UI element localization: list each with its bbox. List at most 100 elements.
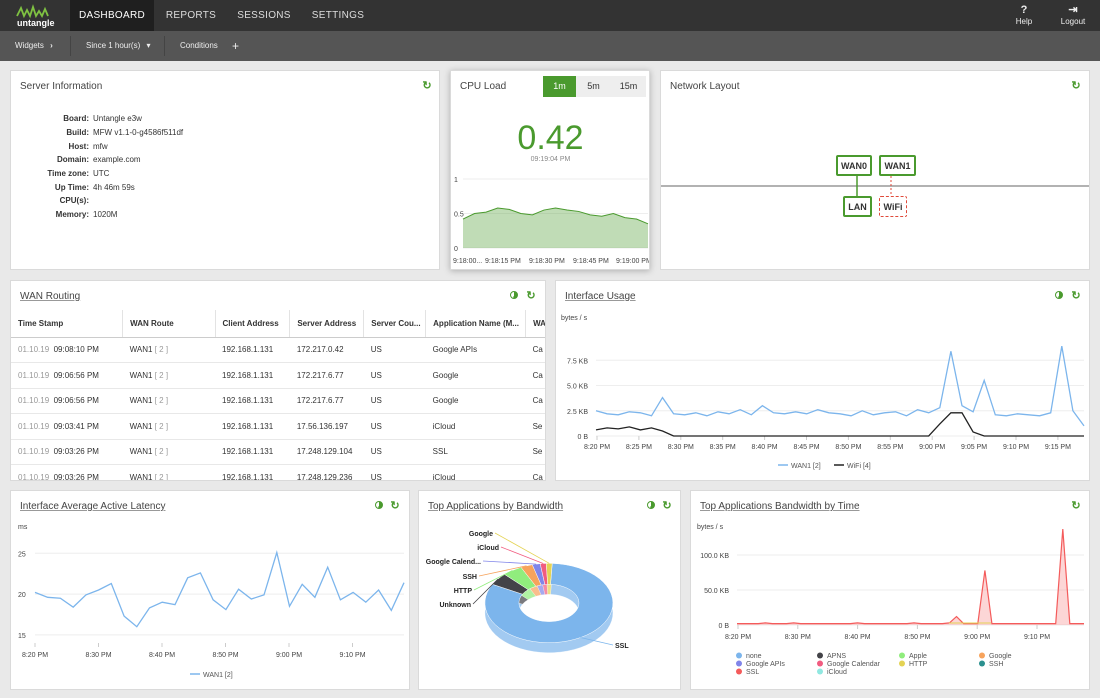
chart-type-icon[interactable] [510, 291, 518, 299]
y-tick-label: 0 [454, 246, 458, 253]
table-row[interactable]: 01.10.19 09:03:26 PM WAN1 [ 2 ] 192.168.1.… [11, 464, 545, 481]
cell-server: 17.56.136.197 [289, 413, 364, 440]
refresh-icon[interactable]: ↻ [390, 500, 400, 512]
node-wan0[interactable]: WAN0 [836, 155, 872, 176]
legend-label: WAN1 [2] [203, 672, 233, 679]
refresh-icon[interactable]: ↻ [1071, 290, 1081, 302]
column-header[interactable]: WA [525, 310, 545, 338]
help-icon: ? [1020, 4, 1028, 16]
table-row[interactable]: 01.10.19 09:03:41 PM WAN1 [ 2 ] 192.168.1.… [11, 413, 545, 440]
untangle-logo-icon[interactable] [15, 4, 55, 28]
pie-label: Unknown [440, 602, 472, 609]
widgets-label: Widgets [15, 41, 44, 50]
pie-label: Google Calend... [426, 559, 481, 566]
table-row[interactable]: 01.10.19 09:06:56 PM WAN1 [ 2 ] 192.168.1.… [11, 362, 545, 389]
chart-type-icon[interactable] [647, 501, 655, 509]
widget-title[interactable]: Top Applications by Bandwidth [428, 501, 564, 512]
widgets-button[interactable]: Widgets › [15, 31, 53, 61]
refresh-icon[interactable]: ↻ [526, 290, 536, 302]
table-row[interactable]: 01.10.19 09:06:56 PM WAN1 [ 2 ] 192.168.1.… [11, 388, 545, 414]
column-header[interactable]: Server Address [289, 310, 365, 338]
help-button[interactable]: ? Help [1004, 4, 1044, 26]
y-tick-label: 0.5 [454, 212, 464, 219]
column-header[interactable]: Time Stamp [11, 310, 124, 338]
tab-5m[interactable]: 5m [587, 81, 600, 91]
table-row[interactable]: 01.10.19 09:08:10 PM WAN1 [ 2 ] 192.168.1.… [11, 337, 545, 363]
nav-dashboard[interactable]: DASHBOARD [70, 0, 154, 31]
y-tick-label: 2.5 KB [567, 409, 588, 416]
ssl-line [737, 529, 1084, 625]
column-header[interactable]: Client Address [215, 310, 291, 338]
info-row-host: Host: mfw [11, 142, 311, 156]
node-lan[interactable]: LAN [843, 196, 872, 217]
cell-timestamp: 01.10.19 09:03:26 PM [11, 464, 123, 480]
cell-time: 09:03:41 PM [53, 421, 99, 431]
x-tick-label: 9:10 PM [1024, 634, 1050, 641]
cell-route-id: [ 2 ] [154, 472, 169, 481]
top-apps-time-widget: Top Applications Bandwidth by Time ↻ byt… [690, 490, 1090, 690]
column-header[interactable]: WAN Route [122, 310, 216, 338]
column-header[interactable]: Application Name (M... [425, 310, 527, 338]
cell-client: 192.168.1.131 [215, 388, 290, 414]
time-range-select[interactable]: Since 1 hour(s) ▾ [86, 31, 151, 61]
cell-app: iCloud [425, 464, 526, 480]
legend-swatch [817, 668, 823, 675]
cell-route-name: WAN1 [129, 421, 153, 431]
legend-label: none [746, 653, 762, 660]
node-wifi[interactable]: WiFi [879, 196, 907, 217]
help-label: Help [1015, 17, 1033, 26]
cpu-load-value: 0.42 [517, 119, 584, 157]
legend-swatch [736, 652, 742, 659]
x-tick-label: 8:30 PM [85, 652, 111, 659]
info-row-uptime: Up Time: 4h 46m 59s [11, 183, 311, 197]
x-tick-label: 8:20 PM [22, 652, 48, 659]
column-header[interactable]: Server Cou... [363, 310, 427, 338]
y-tick-label: 15 [18, 633, 26, 640]
widget-title[interactable]: Interface Usage [565, 291, 636, 302]
legend-label: Google APIs [746, 661, 785, 668]
refresh-icon[interactable]: ↻ [1071, 500, 1081, 512]
nav-settings[interactable]: SETTINGS [311, 10, 365, 21]
chart-type-icon[interactable] [375, 501, 383, 509]
refresh-icon[interactable]: ↻ [422, 80, 432, 92]
x-tick-label: 9:05 PM [961, 444, 987, 451]
cell-date: 01.10.19 [18, 396, 50, 406]
x-tick-label: 8:20 PM [725, 634, 751, 641]
info-value: MFW v1.1-0-g4586f511df [93, 128, 184, 137]
cell-app: iCloud [425, 413, 526, 440]
add-condition-button[interactable]: + [232, 31, 239, 61]
info-row-build: Build: MFW v1.1-0-g4586f511df [11, 128, 311, 142]
x-tick-label: 8:45 PM [793, 444, 819, 451]
tab-1m[interactable]: 1m [543, 76, 576, 97]
pie-connector [580, 637, 614, 646]
widget-title[interactable]: Interface Average Active Latency [20, 501, 166, 512]
table-row[interactable]: 01.10.19 09:03:26 PM WAN1 [ 2 ] 192.168.1.… [11, 439, 545, 465]
pie-connector [478, 565, 527, 577]
cell-route-id: [ 2 ] [154, 421, 169, 431]
interface-usage-chart: bytes / s 7.5 KB 5.0 KB 2.5 KB 0 B 8:20 PM 8:2… [561, 315, 1085, 470]
server-information-widget: Server Information ↻ Board: Untangle e3w … [10, 70, 440, 270]
node-wan1[interactable]: WAN1 [879, 155, 916, 176]
info-row-timezone: Time zone: UTC [11, 169, 311, 183]
widget-title[interactable]: Top Applications Bandwidth by Time [700, 501, 860, 512]
legend-label: Apple [909, 653, 927, 660]
conditions-label: Conditions [180, 41, 218, 50]
widget-title: Server Information [20, 81, 103, 92]
refresh-icon[interactable]: ↻ [1071, 80, 1081, 92]
logout-button[interactable]: ⇥ Logout [1053, 4, 1093, 26]
nav-reports[interactable]: REPORTS [165, 10, 217, 21]
legend-label: HTTP [909, 661, 928, 668]
top-navbar: untangle DASHBOARD REPORTS SESSIONS SETT… [0, 0, 1100, 31]
x-tick-label: 9:15 PM [1045, 444, 1071, 451]
pie-connector [472, 578, 499, 605]
y-tick-label: 1 [454, 177, 458, 184]
info-row-domain: Domain: example.com [11, 155, 311, 169]
widget-toolbar: Widgets › Since 1 hour(s) ▾ Conditions + [0, 31, 1100, 61]
refresh-icon[interactable]: ↻ [662, 500, 672, 512]
conditions-button[interactable]: Conditions [180, 31, 218, 61]
widget-title[interactable]: WAN Routing [20, 291, 81, 302]
nav-sessions[interactable]: SESSIONS [237, 10, 291, 21]
info-value: Untangle e3w [93, 114, 142, 123]
chart-type-icon[interactable] [1055, 291, 1063, 299]
tab-15m[interactable]: 15m [619, 81, 638, 91]
